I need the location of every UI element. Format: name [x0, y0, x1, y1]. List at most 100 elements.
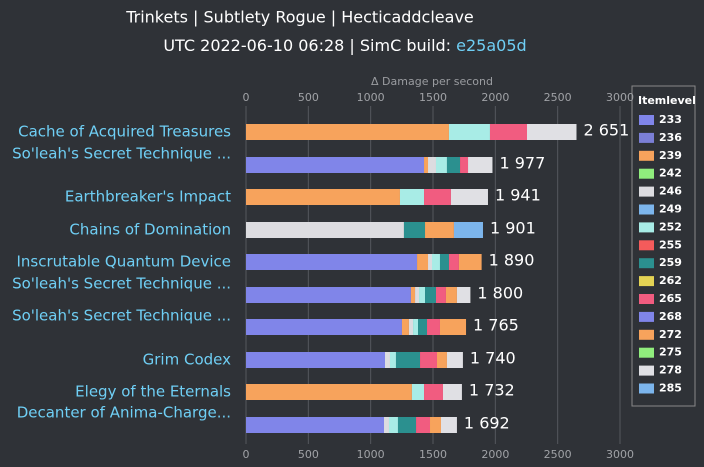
x-tick-label-top: 1000: [357, 91, 385, 104]
x-tick-label-top: 500: [298, 91, 319, 104]
build-link[interactable]: e25a05d: [456, 36, 527, 55]
category-label: Inscrutable Quantum Device: [16, 253, 231, 271]
total-label: 1 765: [473, 316, 519, 335]
chart-subtitle: UTC 2022-06-10 06:28 | SimC build: e25a0…: [163, 36, 526, 55]
bar-segment: [424, 157, 429, 173]
legend-swatch: [639, 311, 654, 322]
legend-label: 275: [659, 346, 682, 359]
legend-label: 249: [659, 203, 682, 216]
bar-segment: [246, 189, 400, 205]
bar-segment: [246, 384, 412, 400]
x-tick-label-bottom: 500: [298, 448, 319, 461]
x-tick-label-bottom: 2500: [544, 448, 572, 461]
bar-segment: [446, 157, 461, 173]
legend-swatch: [639, 204, 654, 215]
bar-segment: [246, 157, 425, 173]
legend-swatch: [639, 276, 654, 287]
bar-segment: [435, 157, 447, 173]
total-label: 1 901: [490, 219, 536, 238]
legend-label: 252: [659, 220, 682, 233]
bar-segment: [435, 287, 446, 303]
bar-segment: [395, 352, 421, 368]
legend-title: Itemlevel: [638, 94, 696, 107]
total-label: 1 692: [464, 414, 510, 433]
bar-segment: [420, 352, 437, 368]
bar-segment: [246, 222, 404, 238]
bar-segment: [439, 319, 467, 335]
legend-label: 285: [659, 382, 682, 395]
bar-segment: [450, 189, 488, 205]
legend-label: 246: [659, 185, 682, 198]
bar-segment: [425, 287, 436, 303]
total-label: 2 651: [583, 121, 629, 140]
chart-title: Trinkets | Subtlety Rogue | Hecticaddcle…: [125, 8, 474, 27]
bar-segment: [458, 254, 482, 270]
legend-label: 255: [659, 238, 682, 251]
bar-segment: [425, 222, 454, 238]
bar-segment: [411, 384, 425, 400]
legend-swatch: [639, 329, 654, 340]
x-tick-label-bottom: 1000: [357, 448, 385, 461]
legend-label: 239: [659, 149, 682, 162]
bar-segment: [397, 417, 417, 433]
bar-segment: [468, 157, 493, 173]
legend-swatch: [639, 186, 654, 197]
bar-segment: [416, 417, 431, 433]
bar-segment: [440, 417, 457, 433]
legend-label: 236: [659, 131, 682, 144]
legend-swatch: [639, 347, 654, 358]
bar-segment: [410, 287, 416, 303]
category-label: Elegy of the Eternals: [75, 383, 231, 401]
category-label: So'leah's Secret Technique ...: [12, 275, 231, 293]
legend-label: 268: [659, 310, 682, 323]
legend-label: 278: [659, 364, 682, 377]
category-label: Cache of Acquired Treasures: [18, 123, 231, 141]
bar-segment: [428, 157, 436, 173]
bar-segment: [489, 124, 527, 140]
legend-swatch: [639, 258, 654, 269]
bar-segment: [384, 417, 389, 433]
bar-segment: [389, 352, 396, 368]
legend-swatch: [639, 240, 654, 251]
bar-segment: [401, 319, 409, 335]
bar-segment: [424, 189, 451, 205]
x-axis-title: Δ Damage per second: [371, 75, 493, 88]
legend-swatch: [639, 383, 654, 394]
x-tick-label-top: 2000: [481, 91, 509, 104]
bar-segment: [526, 124, 577, 140]
bar-segment: [436, 352, 447, 368]
bar-segment: [432, 254, 440, 270]
bar-segment: [456, 287, 471, 303]
category-label: Chains of Domination: [69, 221, 231, 239]
x-tick-label-top: 1500: [419, 91, 447, 104]
category-label: Earthbreaker's Impact: [65, 188, 231, 206]
bar-segment: [246, 417, 385, 433]
bar-segment: [417, 254, 429, 270]
bar-segment: [453, 222, 483, 238]
bar-segment: [246, 319, 402, 335]
bar-segment: [448, 254, 459, 270]
total-label: 1 732: [469, 381, 515, 400]
category-label: Grim Codex: [143, 351, 231, 369]
bar-segment: [427, 319, 440, 335]
bar-segment: [442, 384, 462, 400]
legend-label: 262: [659, 274, 682, 287]
category-label: So'leah's Secret Technique ...: [12, 307, 231, 325]
x-tick-label-bottom: 1500: [419, 448, 447, 461]
bar-segment: [413, 319, 419, 335]
x-tick-label-bottom: 0: [243, 448, 250, 461]
x-tick-label-top: 2500: [544, 91, 572, 104]
category-label: Decanter of Anima-Charge...: [17, 404, 231, 422]
bar-segment: [445, 287, 457, 303]
x-tick-label-top: 3000: [606, 91, 634, 104]
legend-label: 242: [659, 167, 682, 180]
bar-segment: [388, 417, 398, 433]
x-tick-label-bottom: 2000: [481, 448, 509, 461]
bar-segment: [385, 352, 390, 368]
legend-swatch: [639, 294, 654, 304]
subtitle-text: UTC 2022-06-10 06:28 | SimC build:: [163, 36, 456, 55]
total-label: 1 890: [489, 251, 535, 270]
legend-swatch: [639, 168, 654, 179]
